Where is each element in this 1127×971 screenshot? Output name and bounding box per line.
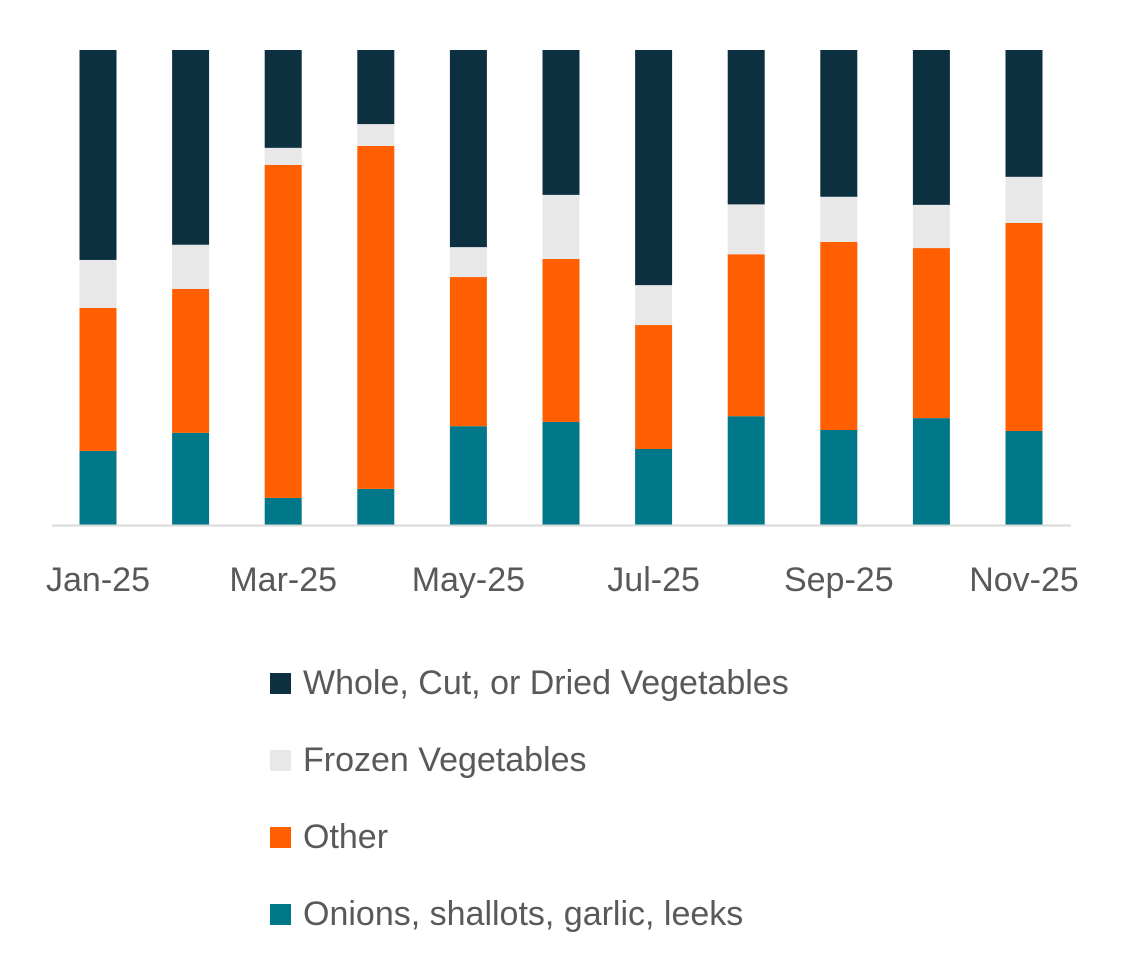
bar-segment-Nov-25-2 bbox=[1005, 176, 1043, 223]
bar-segment-Feb-25-1 bbox=[172, 288, 210, 433]
stacked-bar-chart: Jan-25 Mar-25 May-25 Jul-25 Sep-25 Nov-25 bbox=[46, 50, 1079, 599]
bar-segment-Feb-25-0 bbox=[172, 432, 210, 525]
bar-segment-Jan-25-2 bbox=[79, 259, 117, 308]
bar-segment-Jul-25-3 bbox=[635, 50, 673, 286]
legend-swatch bbox=[270, 750, 291, 771]
bar-segment-Jul-25-0 bbox=[635, 449, 673, 525]
x-tick-label: Jan-25 bbox=[46, 561, 150, 599]
bar-segment-Jun-25-3 bbox=[542, 50, 580, 195]
bar-segment-Oct-25-1 bbox=[912, 248, 950, 419]
bar-segment-Nov-25-1 bbox=[1005, 222, 1043, 431]
bar-segment-Aug-25-2 bbox=[727, 204, 765, 255]
legend-item-other: Other bbox=[270, 799, 789, 876]
x-tick-label: Mar-25 bbox=[229, 561, 337, 599]
bar-segment-Mar-25-0 bbox=[264, 497, 302, 525]
bar-segment-Feb-25-3 bbox=[172, 50, 210, 245]
bar-segment-Jun-25-1 bbox=[542, 259, 580, 422]
bar-segment-Apr-25-1 bbox=[357, 145, 395, 489]
bar-segment-Aug-25-3 bbox=[727, 50, 765, 205]
legend-item-whole: Whole, Cut, or Dried Vegetables bbox=[270, 645, 789, 722]
bar-segment-Jan-25-0 bbox=[79, 450, 117, 525]
bar-segment-Sep-25-3 bbox=[820, 50, 858, 197]
bar-segment-Oct-25-3 bbox=[912, 50, 950, 205]
legend-label: Frozen Vegetables bbox=[303, 741, 587, 779]
legend-swatch bbox=[270, 904, 291, 925]
bar-segment-May-25-0 bbox=[449, 426, 487, 525]
bar-segment-May-25-1 bbox=[449, 277, 487, 427]
bar-segment-Jan-25-1 bbox=[79, 307, 117, 451]
bar-segment-Mar-25-2 bbox=[264, 147, 302, 165]
bar-segment-Feb-25-2 bbox=[172, 244, 210, 289]
x-tick-label: May-25 bbox=[412, 561, 525, 599]
bar-segment-Apr-25-2 bbox=[357, 124, 395, 146]
bar-segment-Jun-25-0 bbox=[542, 421, 580, 525]
x-tick-label: Jul-25 bbox=[607, 561, 700, 599]
bar-segment-Nov-25-0 bbox=[1005, 430, 1043, 525]
bar-segment-May-25-3 bbox=[449, 50, 487, 248]
bar-segment-Sep-25-2 bbox=[820, 196, 858, 242]
legend-item-frozen: Frozen Vegetables bbox=[270, 722, 789, 799]
bar-segment-Sep-25-0 bbox=[820, 430, 858, 525]
bar-segment-Jul-25-1 bbox=[635, 325, 673, 449]
bar-segment-Jul-25-2 bbox=[635, 285, 673, 326]
legend-swatch bbox=[270, 673, 291, 694]
legend-swatch bbox=[270, 827, 291, 848]
bar-segment-Sep-25-1 bbox=[820, 241, 858, 430]
bar-segment-Aug-25-1 bbox=[727, 254, 765, 417]
bar-segment-Oct-25-0 bbox=[912, 418, 950, 525]
legend-label: Whole, Cut, or Dried Vegetables bbox=[303, 664, 789, 702]
bar-segment-Jun-25-2 bbox=[542, 194, 580, 259]
bar-segment-Mar-25-1 bbox=[264, 164, 302, 498]
x-tick-label: Sep-25 bbox=[784, 561, 894, 599]
bar-segment-Nov-25-3 bbox=[1005, 50, 1043, 177]
bar-segment-Apr-25-0 bbox=[357, 488, 395, 525]
bar-segment-Oct-25-2 bbox=[912, 204, 950, 249]
legend-label: Other bbox=[303, 818, 389, 856]
legend: Whole, Cut, or Dried Vegetables Frozen V… bbox=[270, 645, 789, 953]
bar-segment-Mar-25-3 bbox=[264, 50, 302, 148]
bar-segment-May-25-2 bbox=[449, 247, 487, 278]
bar-segment-Apr-25-3 bbox=[357, 50, 395, 125]
legend-label: Onions, shallots, garlic, leeks bbox=[303, 895, 744, 933]
legend-item-onions: Onions, shallots, garlic, leeks bbox=[270, 876, 789, 953]
x-tick-label: Nov-25 bbox=[969, 561, 1079, 599]
bar-segment-Aug-25-0 bbox=[727, 416, 765, 525]
bar-segment-Jan-25-3 bbox=[79, 50, 117, 260]
